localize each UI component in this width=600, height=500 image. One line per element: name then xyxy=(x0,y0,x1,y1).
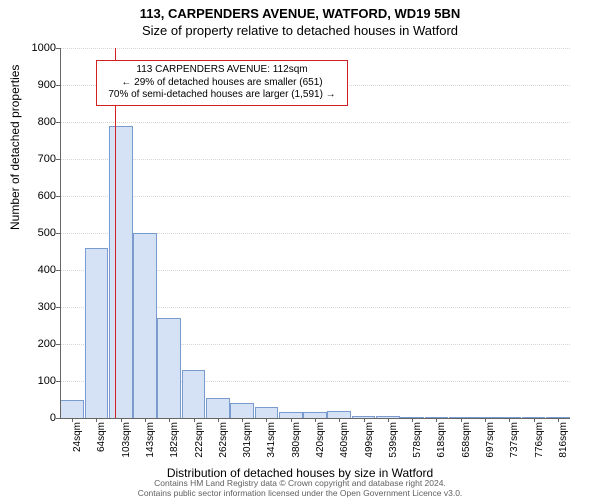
x-tick-label: 776sqm xyxy=(534,422,545,458)
chart-plot-area: 0100200300400500600700800900100024sqm64s… xyxy=(60,48,570,418)
x-tick-label: 816sqm xyxy=(558,422,569,458)
y-tick-label: 200 xyxy=(20,338,56,350)
histogram-bar xyxy=(60,400,84,419)
x-tick-label: 539sqm xyxy=(388,422,399,458)
x-tick-label: 301sqm xyxy=(242,422,253,458)
annotation-line2: ← 29% of detached houses are smaller (65… xyxy=(103,77,341,90)
x-tick-label: 618sqm xyxy=(436,422,447,458)
page-title: 113, CARPENDERS AVENUE, WATFORD, WD19 5B… xyxy=(0,6,600,21)
footer-attribution: Contains HM Land Registry data © Crown c… xyxy=(0,478,600,498)
histogram-bar xyxy=(85,248,109,418)
y-axis-line xyxy=(60,48,61,418)
y-tick-label: 100 xyxy=(20,375,56,387)
x-tick-label: 460sqm xyxy=(339,422,350,458)
histogram-bar xyxy=(109,126,133,418)
x-axis-line xyxy=(60,418,570,419)
grid-line xyxy=(60,196,570,197)
histogram-bar xyxy=(182,370,206,418)
y-tick-label: 1000 xyxy=(20,42,56,54)
y-tick-label: 300 xyxy=(20,301,56,313)
x-tick-label: 380sqm xyxy=(291,422,302,458)
histogram-bar xyxy=(133,233,157,418)
x-tick-label: 143sqm xyxy=(145,422,156,458)
histogram-bar xyxy=(255,407,279,418)
y-tick-label: 600 xyxy=(20,190,56,202)
x-tick-label: 341sqm xyxy=(266,422,277,458)
annotation-box: 113 CARPENDERS AVENUE: 112sqm← 29% of de… xyxy=(96,60,348,106)
x-tick-label: 64sqm xyxy=(96,422,107,452)
x-tick-label: 222sqm xyxy=(194,422,205,458)
grid-line xyxy=(60,159,570,160)
x-tick-label: 658sqm xyxy=(461,422,472,458)
y-tick-label: 0 xyxy=(20,412,56,424)
histogram-bar xyxy=(327,411,351,418)
y-tick-label: 400 xyxy=(20,264,56,276)
x-tick-label: 262sqm xyxy=(218,422,229,458)
x-tick-label: 737sqm xyxy=(509,422,520,458)
y-tick-label: 700 xyxy=(20,153,56,165)
x-tick-label: 499sqm xyxy=(364,422,375,458)
x-tick-label: 103sqm xyxy=(121,422,132,458)
histogram-bar xyxy=(230,403,254,418)
histogram-bar xyxy=(206,398,230,418)
annotation-line3: 70% of semi-detached houses are larger (… xyxy=(103,89,341,102)
page-subtitle: Size of property relative to detached ho… xyxy=(0,23,600,38)
footer-line2: Contains public sector information licen… xyxy=(0,488,600,498)
grid-line xyxy=(60,48,570,49)
x-tick-label: 697sqm xyxy=(485,422,496,458)
annotation-line1: 113 CARPENDERS AVENUE: 112sqm xyxy=(103,64,341,77)
grid-line xyxy=(60,122,570,123)
y-tick-label: 900 xyxy=(20,79,56,91)
x-tick-label: 420sqm xyxy=(315,422,326,458)
x-tick-label: 182sqm xyxy=(169,422,180,458)
x-tick-label: 578sqm xyxy=(412,422,423,458)
y-tick-label: 500 xyxy=(20,227,56,239)
x-tick-label: 24sqm xyxy=(72,422,83,452)
histogram-bar xyxy=(157,318,181,418)
y-tick-label: 800 xyxy=(20,116,56,128)
footer-line1: Contains HM Land Registry data © Crown c… xyxy=(0,478,600,488)
